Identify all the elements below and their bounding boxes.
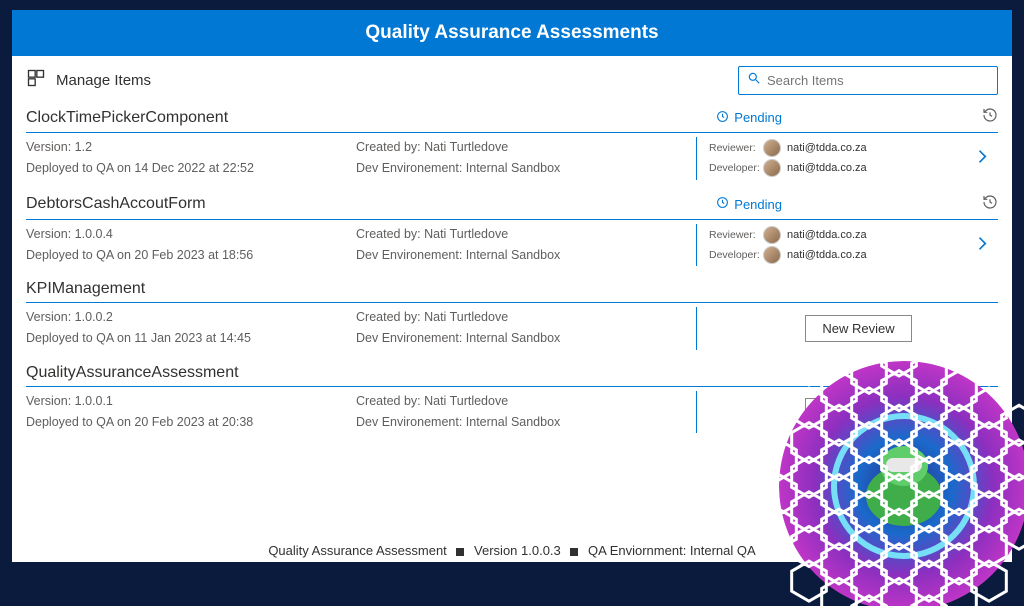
deployed-text: Deployed to QA on 11 Jan 2023 at 14:45 [26, 328, 356, 349]
status-badge: Pending [716, 110, 782, 126]
developer-row: Developer: nati@tdda.co.za [709, 159, 998, 177]
footer-app-name: Quality Assurance Assessment [268, 543, 446, 558]
title-bar: Quality Assurance Assessments [12, 10, 1012, 56]
dev-env-text: Dev Environement: Internal Sandbox [356, 158, 696, 179]
chevron-right-icon[interactable] [972, 233, 992, 256]
item-title: DebtorsCashAccoutForm [26, 195, 716, 213]
mid-column: Created by: Nati TurtledoveDev Environem… [356, 391, 696, 434]
reviewer-email: nati@tdda.co.za [787, 229, 867, 241]
item-body: Version: 1.0.0.4Deployed to QA on 20 Feb… [26, 220, 998, 275]
item-header: QualityAssuranceAssessment [26, 362, 998, 387]
mid-column: Created by: Nati TurtledoveDev Environem… [356, 137, 696, 180]
assessment-item: KPIManagement Version: 1.0.0.2Deployed to… [26, 278, 998, 358]
created-by-text: Created by: Nati Turtledove [356, 224, 696, 245]
version-text: Version: 1.0.0.4 [26, 224, 356, 245]
item-body: Version: 1.2Deployed to QA on 14 Dec 202… [26, 133, 998, 188]
clock-icon [716, 196, 729, 212]
new-review-button[interactable]: New Review [805, 315, 911, 342]
left-column: Version: 1.0.0.4Deployed to QA on 20 Feb… [26, 224, 356, 267]
developer-label: Developer: [709, 249, 757, 261]
reviewer-label: Reviewer: [709, 229, 757, 241]
avatar [763, 159, 781, 177]
item-header: ClockTimePickerComponent Pending [26, 105, 998, 133]
deployed-text: Deployed to QA on 14 Dec 2022 at 22:52 [26, 158, 356, 179]
created-by-text: Created by: Nati Turtledove [356, 307, 696, 328]
mid-column: Created by: Nati TurtledoveDev Environem… [356, 224, 696, 267]
version-text: Version: 1.0.0.2 [26, 307, 356, 328]
developer-row: Developer: nati@tdda.co.za [709, 246, 998, 264]
dev-env-text: Dev Environement: Internal Sandbox [356, 245, 696, 266]
footer-env: QA Enviornment: Internal QA [588, 543, 756, 558]
assessment-item: QualityAssuranceAssessment Version: 1.0.0… [26, 362, 998, 442]
deployed-text: Deployed to QA on 20 Feb 2023 at 18:56 [26, 245, 356, 266]
developer-email: nati@tdda.co.za [787, 162, 867, 174]
avatar [763, 139, 781, 157]
reviewer-row: Reviewer: nati@tdda.co.za [709, 226, 998, 244]
avatar [763, 246, 781, 264]
item-body: Version: 1.0.0.1Deployed to QA on 20 Feb… [26, 387, 998, 442]
new-review-button[interactable]: New Review [805, 398, 911, 425]
reviewer-row: Reviewer: nati@tdda.co.za [709, 139, 998, 157]
items-list: ClockTimePickerComponent Pending Version: … [12, 101, 1012, 537]
manage-items-label[interactable]: Manage Items [56, 72, 151, 89]
deployed-text: Deployed to QA on 20 Feb 2023 at 20:38 [26, 412, 356, 433]
version-text: Version: 1.2 [26, 137, 356, 158]
footer-version: Version 1.0.0.3 [474, 543, 561, 558]
app-window: Quality Assurance Assessments Manage Ite… [12, 10, 1012, 562]
layout-icon [26, 68, 46, 93]
assessment-item: DebtorsCashAccoutForm Pending Version: 1.0… [26, 192, 998, 275]
separator-icon [570, 548, 578, 556]
review-column: New Review [696, 391, 998, 434]
developer-email: nati@tdda.co.za [787, 249, 867, 261]
item-title: KPIManagement [26, 280, 998, 298]
item-title: ClockTimePickerComponent [26, 109, 716, 127]
mid-column: Created by: Nati TurtledoveDev Environem… [356, 307, 696, 350]
search-box[interactable] [738, 66, 998, 95]
review-column: Reviewer: nati@tdda.co.za Developer: nati@t… [696, 137, 998, 180]
clock-icon [716, 110, 729, 126]
left-column: Version: 1.2Deployed to QA on 14 Dec 202… [26, 137, 356, 180]
separator-icon [456, 548, 464, 556]
status-text: Pending [734, 197, 782, 212]
search-icon [747, 71, 761, 90]
dev-env-text: Dev Environement: Internal Sandbox [356, 412, 696, 433]
footer: Quality Assurance Assessment Version 1.0… [12, 537, 1012, 562]
left-column: Version: 1.0.0.1Deployed to QA on 20 Feb… [26, 391, 356, 434]
history-icon[interactable] [982, 194, 998, 215]
reviewer-email: nati@tdda.co.za [787, 142, 867, 154]
dev-env-text: Dev Environement: Internal Sandbox [356, 328, 696, 349]
item-title: QualityAssuranceAssessment [26, 364, 998, 382]
toolbar: Manage Items [12, 56, 1012, 101]
item-body: Version: 1.0.0.2Deployed to QA on 11 Jan… [26, 303, 998, 358]
left-column: Version: 1.0.0.2Deployed to QA on 11 Jan… [26, 307, 356, 350]
reviewer-label: Reviewer: [709, 142, 757, 154]
review-column: New Review [696, 307, 998, 350]
review-column: Reviewer: nati@tdda.co.za Developer: nati@t… [696, 224, 998, 267]
developer-label: Developer: [709, 162, 757, 174]
status-text: Pending [734, 110, 782, 125]
version-text: Version: 1.0.0.1 [26, 391, 356, 412]
item-header: DebtorsCashAccoutForm Pending [26, 192, 998, 220]
status-badge: Pending [716, 196, 782, 212]
search-input[interactable] [767, 73, 989, 88]
created-by-text: Created by: Nati Turtledove [356, 391, 696, 412]
avatar [763, 226, 781, 244]
assessment-item: ClockTimePickerComponent Pending Version: … [26, 105, 998, 188]
history-icon[interactable] [982, 107, 998, 128]
created-by-text: Created by: Nati Turtledove [356, 137, 696, 158]
app-title: Quality Assurance Assessments [365, 22, 658, 43]
item-header: KPIManagement [26, 278, 998, 303]
chevron-right-icon[interactable] [972, 147, 992, 170]
